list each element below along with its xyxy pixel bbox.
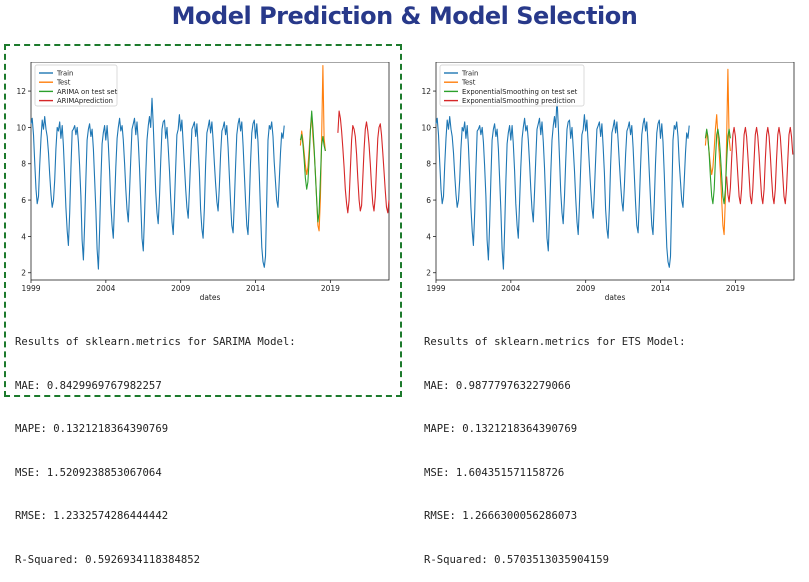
legend-label: ExponentialSmoothing on test set [462, 88, 578, 96]
x-tick-label: 2019 [726, 284, 745, 293]
series-line-prediction [337, 110, 390, 214]
y-tick-label: 12 [421, 87, 431, 96]
metric-rmse: RMSE: 1.2332574286444442 [15, 510, 169, 522]
x-tick-label: 2004 [96, 284, 115, 293]
series-line-train [435, 97, 690, 270]
x-tick-label: 2014 [651, 284, 670, 293]
sarima-metrics: Results of sklearn.metrics for SARIMA Mo… [15, 306, 296, 582]
legend-label: Test [461, 79, 476, 87]
x-tick-label: 1999 [426, 284, 445, 293]
ets-chart: 2 4 6 8 10 12 1999 2004 2009 2014 2019 dates Train Te… [419, 62, 809, 302]
series-line-test-fit [704, 128, 731, 205]
legend-label: Test [56, 79, 71, 87]
sarima-chart: 2 4 6 8 10 12 1999 2004 2009 2014 2019 dates Train Te… [14, 62, 404, 302]
y-tick-label: 6 [21, 196, 26, 205]
ets-metrics: Results of sklearn.metrics for ETS Model… [424, 306, 686, 582]
y-tick-label: 2 [426, 269, 431, 278]
legend-box [34, 64, 118, 107]
page-title: Model Prediction & Model Selection [171, 2, 638, 30]
metrics-heading: Results of sklearn.metrics for ETS Model… [424, 336, 686, 348]
x-tick-label: 2019 [321, 284, 340, 293]
legend-label: Train [461, 70, 478, 78]
y-tick-label: 10 [421, 123, 431, 132]
metric-mape: MAPE: 0.1321218364390769 [15, 423, 169, 435]
x-tick-label: 2004 [501, 284, 520, 293]
y-tick-label: 2 [21, 269, 26, 278]
selected-model-frame [4, 44, 402, 397]
y-tick-label: 12 [16, 87, 26, 96]
y-tick-label: 6 [426, 196, 431, 205]
metric-r-squared: R-Squared: 0.5926934118384852 [15, 553, 200, 566]
x-tick-label: 2014 [246, 284, 265, 293]
x-axis-label: dates [605, 293, 626, 302]
y-tick-label: 4 [21, 232, 26, 241]
metric-mae: MAE: 0.9877797632279066 [424, 379, 571, 392]
series-line-prediction [726, 126, 794, 205]
x-axis-label: dates [200, 293, 221, 302]
sarima-chart-svg: 2 4 6 8 10 12 1999 2004 2009 2014 2019 dates TrainTe… [16, 62, 390, 302]
y-tick-label: 8 [426, 160, 431, 169]
series-line-train [30, 97, 285, 270]
metric-mape: MAPE: 0.1321218364390769 [424, 423, 578, 435]
ets-chart-svg: 2 4 6 8 10 12 1999 2004 2009 2014 2019 dates TrainTe… [421, 62, 795, 302]
metric-mae: MAE: 0.8429969767982257 [15, 379, 162, 392]
metric-rmse: RMSE: 1.2666300056286073 [424, 510, 578, 522]
y-tick-label: 8 [21, 160, 26, 169]
legend-label: ExponentialSmoothing prediction [462, 97, 575, 105]
metric-mse: MSE: 1.5209238853067064 [15, 466, 162, 479]
y-tick-label: 10 [16, 123, 26, 132]
legend-label: Train [56, 70, 73, 78]
metric-mse: MSE: 1.604351571158726 [424, 466, 565, 479]
metric-r-squared: R-Squared: 0.5703513035904159 [424, 553, 609, 566]
y-tick-label: 4 [426, 232, 431, 241]
x-tick-label: 2009 [576, 284, 595, 293]
legend-label: ARIMA on test set [57, 88, 118, 96]
series-line-test-fit [299, 110, 326, 223]
legend-box [439, 64, 585, 107]
legend-label: ARIMAprediction [57, 97, 113, 105]
metrics-heading: Results of sklearn.metrics for SARIMA Mo… [15, 336, 296, 348]
x-tick-label: 1999 [21, 284, 40, 293]
x-tick-label: 2009 [171, 284, 190, 293]
